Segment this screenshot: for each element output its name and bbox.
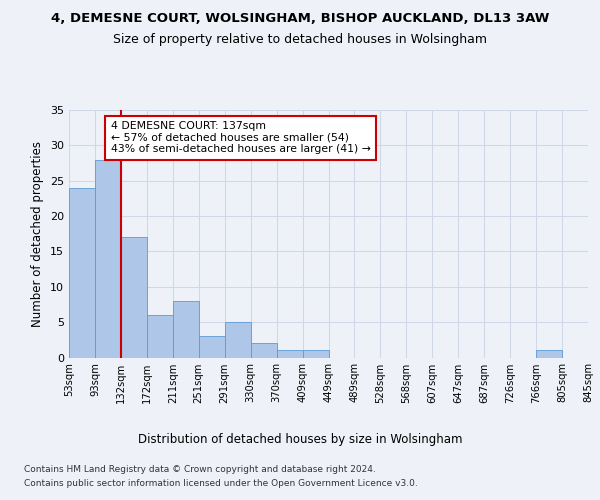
Text: Contains HM Land Registry data © Crown copyright and database right 2024.: Contains HM Land Registry data © Crown c… [24, 465, 376, 474]
Bar [95, 160, 121, 358]
Bar [536, 350, 562, 358]
Bar [277, 350, 302, 358]
Bar [69, 188, 95, 358]
Text: Contains public sector information licensed under the Open Government Licence v3: Contains public sector information licen… [24, 479, 418, 488]
Text: 4, DEMESNE COURT, WOLSINGHAM, BISHOP AUCKLAND, DL13 3AW: 4, DEMESNE COURT, WOLSINGHAM, BISHOP AUC… [51, 12, 549, 26]
Bar [199, 336, 224, 357]
Bar [251, 344, 277, 357]
Y-axis label: Number of detached properties: Number of detached properties [31, 141, 44, 327]
Bar [121, 238, 147, 358]
Bar [225, 322, 251, 358]
Bar [173, 301, 199, 358]
Bar [302, 350, 329, 358]
Bar [147, 315, 173, 358]
Text: Size of property relative to detached houses in Wolsingham: Size of property relative to detached ho… [113, 32, 487, 46]
Text: 4 DEMESNE COURT: 137sqm
← 57% of detached houses are smaller (54)
43% of semi-de: 4 DEMESNE COURT: 137sqm ← 57% of detache… [110, 121, 370, 154]
Text: Distribution of detached houses by size in Wolsingham: Distribution of detached houses by size … [138, 432, 462, 446]
